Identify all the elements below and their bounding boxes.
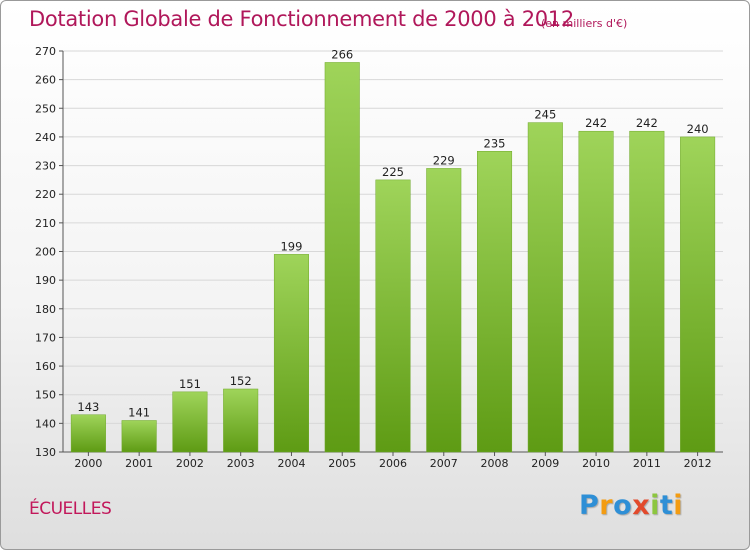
x-tick-label-2005: 2005 xyxy=(328,457,356,470)
bar-2012 xyxy=(680,136,716,453)
y-tick-label: 130 xyxy=(35,446,56,459)
y-tick-label: 140 xyxy=(35,417,56,430)
bar-2002 xyxy=(172,391,208,453)
bar-2001 xyxy=(121,420,157,453)
bar-2000 xyxy=(70,414,106,453)
x-tick-label-2004: 2004 xyxy=(277,457,305,470)
bar-2005 xyxy=(324,62,360,453)
x-tick-label-2002: 2002 xyxy=(176,457,204,470)
value-label-2001: 141 xyxy=(128,405,150,419)
bar-2010 xyxy=(578,130,614,453)
y-tick-labels: 130 140 150 160 170 180 190 200 210 220 230 240 250 2… xyxy=(35,45,56,459)
x-tick-labels: 2000 2001 2002 2003 2004 2005 2006 2007 2008 2009… xyxy=(74,452,712,470)
value-label-2006: 225 xyxy=(382,165,404,179)
value-label-2007: 229 xyxy=(433,153,455,167)
x-tick-label-2007: 2007 xyxy=(430,457,458,470)
y-tick-label: 270 xyxy=(35,45,56,58)
x-tick-label-2008: 2008 xyxy=(481,457,509,470)
bar-2003 xyxy=(223,388,259,453)
x-tick-label-2012: 2012 xyxy=(684,457,712,470)
value-label-2012: 240 xyxy=(687,122,709,136)
value-label-2000: 143 xyxy=(77,400,99,414)
y-tick-label: 170 xyxy=(35,331,56,344)
chart-subtitle: (en milliers d'€) xyxy=(541,17,628,30)
value-label-2004: 199 xyxy=(280,239,302,253)
value-label-2011: 242 xyxy=(636,116,658,130)
y-tick-label: 230 xyxy=(35,160,56,173)
x-tick-label-2000: 2000 xyxy=(74,457,102,470)
y-tick-label: 150 xyxy=(35,389,56,402)
y-tick-label: 190 xyxy=(35,274,56,287)
x-tick-label-2010: 2010 xyxy=(582,457,610,470)
value-label-2008: 235 xyxy=(484,136,506,150)
logo-letter: r xyxy=(599,490,614,521)
y-tick-label: 220 xyxy=(35,188,56,201)
x-tick-label-2006: 2006 xyxy=(379,457,407,470)
value-label-2002: 151 xyxy=(179,377,201,391)
logo-letter: x xyxy=(632,490,651,521)
chart-title: Dotation Globale de Fonctionnement de 20… xyxy=(29,7,574,31)
x-tick-label-2001: 2001 xyxy=(125,457,153,470)
logo-letter: o xyxy=(613,490,633,521)
value-label-2009: 245 xyxy=(534,108,556,122)
bars xyxy=(70,62,716,453)
proxiti-logo: Proxiti xyxy=(579,490,683,521)
bar-2008 xyxy=(477,151,513,453)
logo-letter: t xyxy=(659,490,674,521)
logo-letter: P xyxy=(579,490,600,521)
value-label-2003: 152 xyxy=(230,374,252,388)
logo-letter: i xyxy=(673,490,684,521)
y-tick-label: 210 xyxy=(35,217,56,230)
y-tick-label: 250 xyxy=(35,102,56,115)
value-label-2005: 266 xyxy=(331,47,353,61)
y-tick-label: 200 xyxy=(35,246,56,259)
y-tick-label: 160 xyxy=(35,360,56,373)
bar-2009 xyxy=(527,122,563,453)
bar-2004 xyxy=(273,254,309,453)
value-label-2010: 242 xyxy=(585,116,607,130)
bar-2011 xyxy=(629,130,665,453)
y-tick-label: 240 xyxy=(35,131,56,144)
bar-2007 xyxy=(426,168,462,453)
logo-letter: i xyxy=(650,490,660,521)
value-labels: 143 141 151 152 199 266 225 229 235 245 242 242 240 xyxy=(77,47,708,419)
x-tick-label-2003: 2003 xyxy=(227,457,255,470)
x-tick-label-2009: 2009 xyxy=(531,457,559,470)
y-tick-label: 180 xyxy=(35,303,56,316)
commune-name: ÉCUELLES xyxy=(29,499,112,519)
x-tick-label-2011: 2011 xyxy=(633,457,661,470)
y-tick-label: 260 xyxy=(35,74,56,87)
bar-2006 xyxy=(375,179,411,453)
